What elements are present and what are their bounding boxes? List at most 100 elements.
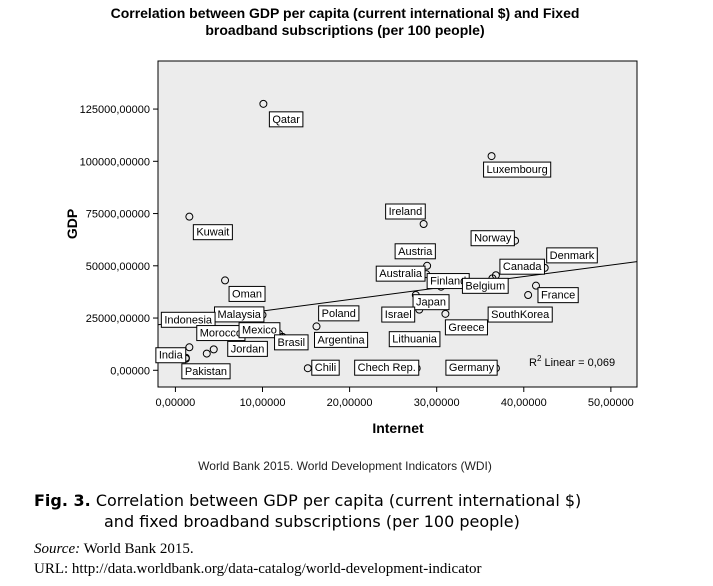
point-label: Brasil: [274, 334, 309, 351]
r2-annotation: R2 Linear = 0,069: [529, 354, 615, 369]
source-label: Source:: [34, 541, 81, 557]
chart-title-line2: broadband subscriptions (per 100 people): [205, 22, 485, 38]
point-label: Indonesia: [160, 311, 216, 328]
point-label: Finland: [426, 273, 470, 290]
point-label: Kuwait: [192, 224, 233, 241]
point-label-text: Poland: [322, 308, 356, 320]
x-tick-label: 20,00000: [327, 397, 373, 409]
x-tick-label: 0,00000: [156, 397, 196, 409]
point-label-box: [160, 311, 216, 328]
point-label-box: [445, 359, 498, 376]
chart-title: Correlation between GDP per capita (curr…: [0, 5, 690, 39]
point-label-text: Ireland: [389, 206, 423, 218]
figure-caption: Fig. 3. Correlation between GDP per capi…: [34, 490, 694, 532]
point-label: Jordan: [227, 340, 268, 357]
point-label-box: [155, 347, 187, 364]
caption-line1: Correlation between GDP per capita (curr…: [90, 491, 582, 510]
point-label: Morocco: [196, 325, 246, 342]
point-label-box: [381, 306, 416, 323]
point-label-text: Luxembourg: [487, 164, 548, 176]
y-tick-label: 0,00000: [110, 365, 150, 377]
scatter-plot: 0,00000 25000,00000 50000,00000 75000,00000…: [64, 60, 638, 436]
x-tick-label: 40,00000: [501, 397, 547, 409]
point-label-text: Norway: [474, 233, 512, 245]
data-point: [531, 281, 540, 290]
figure-label: Fig. 3.: [34, 491, 91, 510]
point-label-text: Canada: [503, 261, 542, 273]
point-label: Ireland: [385, 203, 426, 220]
point-label-box: [412, 294, 450, 311]
point-label-box: [354, 359, 420, 376]
point-label: Greece: [444, 319, 488, 336]
point-label-text: Greece: [448, 322, 484, 334]
point-label-box: [470, 230, 515, 247]
y-axis-title: GDP: [64, 209, 80, 239]
x-tick-label: 30,00000: [414, 397, 460, 409]
point-label-box: [181, 363, 231, 380]
source-line: Source: World Bank 2015.: [34, 541, 194, 558]
data-point: [441, 309, 450, 318]
point-label-text: Pakistan: [185, 366, 227, 378]
y-tick-label: 125000,00000: [80, 104, 150, 116]
point-label-text: Morocco: [200, 328, 242, 340]
r2-value: Linear = 0,069: [541, 357, 615, 369]
point-label-text: Chili: [315, 362, 336, 374]
point-label-box: [311, 359, 340, 376]
data-point: [185, 212, 194, 221]
x-tick-label: 50,00000: [588, 397, 634, 409]
point-label: Qatar: [268, 111, 304, 128]
point-label: Norway: [470, 230, 515, 247]
point-label-box: [388, 331, 441, 348]
point-label-text: Israel: [385, 309, 412, 321]
point-label-text: Lithuania: [392, 334, 438, 346]
point-label-text: Argentina: [318, 334, 366, 346]
data-point: [487, 152, 496, 161]
y-tick-label: 25000,00000: [86, 313, 150, 325]
point-label-box: [268, 111, 304, 128]
point-label-box: [385, 203, 426, 220]
point-label-text: Austria: [398, 246, 433, 258]
point-label-text: Oman: [232, 288, 262, 300]
point-label: Chili: [311, 359, 340, 376]
point-label-text: France: [541, 290, 575, 302]
data-point: [202, 349, 211, 358]
point-label: Belgium: [461, 277, 509, 294]
point-label-box: [228, 285, 266, 302]
point-label-text: Belgium: [465, 280, 505, 292]
point-label-text: India: [159, 350, 184, 362]
point-label-text: Finland: [430, 276, 466, 288]
point-label-box: [483, 161, 552, 178]
point-label: Luxembourg: [483, 161, 552, 178]
y-axis: 0,00000 25000,00000 50000,00000 75000,00000…: [80, 104, 158, 377]
point-label: Australia: [375, 265, 426, 282]
point-label: France: [537, 287, 579, 304]
y-tick-label: 75000,00000: [86, 209, 150, 221]
point-label-box: [238, 322, 281, 339]
y-tick-label: 100000,00000: [80, 156, 150, 168]
point-label-text: Brasil: [278, 337, 306, 349]
r2-superscript: 2: [537, 354, 542, 363]
point-label: India: [155, 347, 187, 364]
point-label-text: SouthKorea: [491, 309, 550, 321]
x-tick-label: 10,00000: [240, 397, 286, 409]
point-label-box: [318, 305, 360, 322]
point-label: Oman: [228, 285, 266, 302]
point-label: Poland: [318, 305, 360, 322]
point-label: Canada: [499, 258, 545, 275]
point-label: Lithuania: [388, 331, 441, 348]
point-label-text: Malaysia: [218, 309, 262, 321]
data-point: [209, 345, 218, 354]
point-label: Austria: [394, 243, 436, 260]
point-label-box: [227, 340, 268, 357]
point-label-box: [192, 224, 233, 241]
url-line: URL: http://data.worldbank.org/data-cata…: [34, 561, 482, 577]
point-label: Pakistan: [181, 363, 231, 380]
point-label: Japan: [412, 294, 450, 311]
point-label-text: Mexico: [242, 325, 277, 337]
data-point: [312, 322, 321, 331]
point-label-text: Denmark: [550, 250, 595, 262]
point-label-text: Indonesia: [164, 314, 213, 326]
point-label-text: Germany: [449, 362, 495, 374]
caption-line2: and fixed broadband subscriptions (per 1…: [104, 512, 520, 531]
source-text: World Bank 2015.: [80, 541, 194, 557]
